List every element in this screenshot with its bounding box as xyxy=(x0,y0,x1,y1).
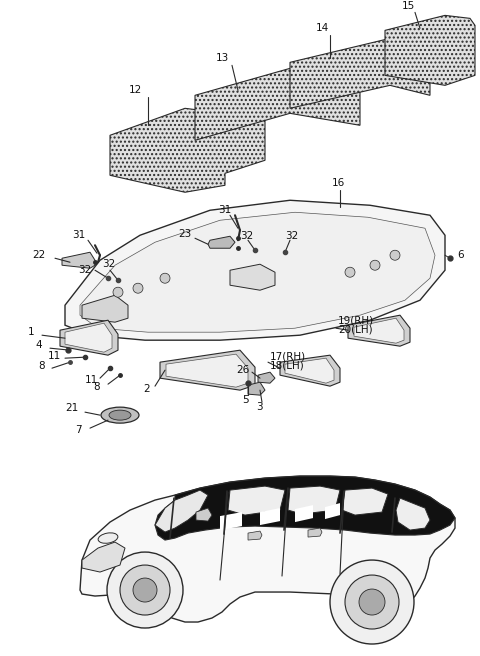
Polygon shape xyxy=(220,512,242,530)
Circle shape xyxy=(133,578,157,602)
Text: 14: 14 xyxy=(315,24,329,33)
Circle shape xyxy=(330,560,414,644)
Text: 12: 12 xyxy=(128,85,142,95)
Polygon shape xyxy=(166,354,248,387)
Polygon shape xyxy=(62,253,95,268)
Text: 15: 15 xyxy=(401,1,415,11)
Polygon shape xyxy=(65,200,445,340)
Polygon shape xyxy=(248,531,262,540)
Polygon shape xyxy=(230,264,275,290)
Polygon shape xyxy=(196,508,212,521)
Text: 17(RH): 17(RH) xyxy=(270,351,306,361)
Text: 11: 11 xyxy=(85,375,98,385)
Circle shape xyxy=(120,565,170,615)
Circle shape xyxy=(359,589,385,615)
Text: 32: 32 xyxy=(240,232,253,241)
Text: 11: 11 xyxy=(48,351,61,361)
Text: 1: 1 xyxy=(28,327,35,337)
Polygon shape xyxy=(110,108,265,192)
Text: 6: 6 xyxy=(457,250,464,260)
Circle shape xyxy=(370,260,380,270)
Circle shape xyxy=(133,283,143,293)
Polygon shape xyxy=(325,503,340,519)
Polygon shape xyxy=(288,486,340,514)
Text: 8: 8 xyxy=(38,361,45,371)
Polygon shape xyxy=(280,355,340,386)
Polygon shape xyxy=(195,68,360,140)
Text: 20(LH): 20(LH) xyxy=(338,324,372,334)
Text: 18(LH): 18(LH) xyxy=(270,360,305,370)
Polygon shape xyxy=(285,358,334,383)
Text: 26: 26 xyxy=(236,365,249,375)
Polygon shape xyxy=(348,315,410,346)
Ellipse shape xyxy=(98,533,118,543)
Polygon shape xyxy=(160,350,255,390)
Polygon shape xyxy=(295,505,313,522)
Polygon shape xyxy=(342,488,388,515)
Text: 13: 13 xyxy=(216,53,228,64)
Text: 32: 32 xyxy=(78,265,91,276)
Circle shape xyxy=(113,287,123,297)
Text: 7: 7 xyxy=(75,425,82,435)
Polygon shape xyxy=(80,213,435,332)
Text: 5: 5 xyxy=(242,395,249,405)
Circle shape xyxy=(345,267,355,277)
Text: 32: 32 xyxy=(102,259,115,269)
Polygon shape xyxy=(260,508,280,525)
Polygon shape xyxy=(208,236,235,248)
Polygon shape xyxy=(80,476,455,622)
Circle shape xyxy=(390,250,400,260)
Polygon shape xyxy=(82,295,128,322)
Polygon shape xyxy=(354,318,404,343)
Text: 16: 16 xyxy=(332,178,345,188)
Polygon shape xyxy=(82,542,125,572)
Polygon shape xyxy=(65,323,112,352)
Circle shape xyxy=(160,273,170,283)
Text: 8: 8 xyxy=(93,382,100,392)
Circle shape xyxy=(345,575,399,629)
Polygon shape xyxy=(248,382,265,395)
Ellipse shape xyxy=(109,410,131,420)
Polygon shape xyxy=(228,486,285,515)
Text: 21: 21 xyxy=(65,403,78,413)
Polygon shape xyxy=(396,498,430,530)
Text: 3: 3 xyxy=(256,402,263,412)
Text: 19(RH): 19(RH) xyxy=(338,315,374,325)
Polygon shape xyxy=(308,528,322,537)
Polygon shape xyxy=(385,15,475,85)
Polygon shape xyxy=(258,372,275,383)
Text: 31: 31 xyxy=(218,205,231,215)
Polygon shape xyxy=(155,490,208,532)
Ellipse shape xyxy=(101,407,139,423)
Polygon shape xyxy=(155,476,455,540)
Text: 32: 32 xyxy=(285,232,298,241)
Text: 22: 22 xyxy=(32,250,45,260)
Circle shape xyxy=(107,552,183,628)
Text: 4: 4 xyxy=(35,340,42,350)
Text: 2: 2 xyxy=(143,384,150,394)
Polygon shape xyxy=(290,38,430,108)
Text: 31: 31 xyxy=(72,230,85,240)
Text: 23: 23 xyxy=(178,229,191,239)
Polygon shape xyxy=(60,320,118,355)
